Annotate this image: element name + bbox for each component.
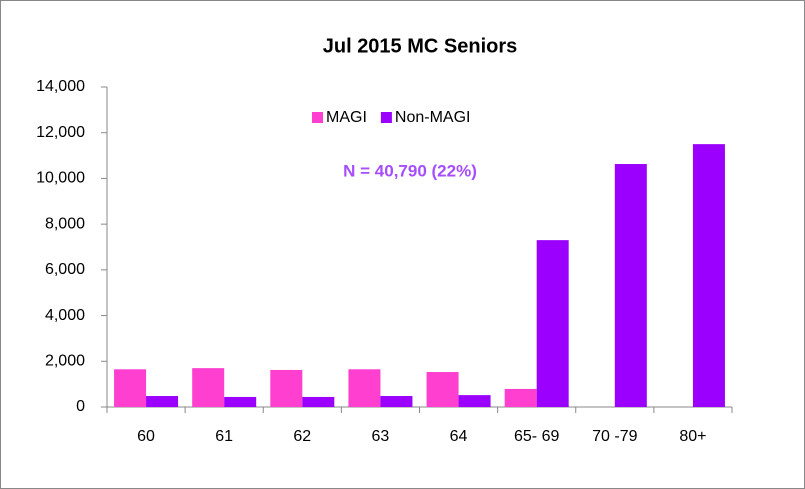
legend-label: MAGI	[326, 109, 367, 126]
bar	[146, 396, 179, 407]
bar	[504, 388, 537, 407]
legend-swatch	[312, 112, 323, 123]
x-tick-label: 62	[293, 428, 311, 445]
y-tick-label: 12,000	[36, 124, 85, 141]
bar	[380, 396, 413, 407]
bar	[536, 240, 569, 407]
bar	[458, 395, 491, 407]
legend-swatch	[380, 112, 392, 123]
bar	[270, 369, 303, 407]
bar	[224, 396, 257, 407]
y-tick-label: 10,000	[36, 170, 85, 187]
y-tick-label: 4,000	[45, 307, 85, 324]
y-tick-label: 14,000	[36, 78, 85, 95]
y-tick-label: 8,000	[45, 215, 85, 232]
legend-label: Non-MAGI	[395, 109, 471, 126]
x-tick-label: 80+	[679, 428, 706, 445]
bar	[426, 372, 459, 407]
bar	[114, 369, 147, 407]
bar	[302, 396, 335, 407]
x-tick-label: 60	[137, 428, 155, 445]
bar	[692, 144, 725, 407]
y-tick-label: 6,000	[45, 261, 85, 278]
y-tick-label: 2,000	[45, 353, 85, 370]
annotation: N = 40,790 (22%)	[343, 161, 477, 180]
chart-title: Jul 2015 MC Seniors	[323, 35, 518, 57]
bar	[614, 164, 647, 407]
x-tick-label: 70 -79	[592, 428, 637, 445]
y-tick-label: 0	[76, 398, 85, 415]
x-tick-label: 61	[215, 428, 233, 445]
bar	[192, 368, 225, 407]
bar	[348, 369, 381, 407]
x-tick-label: 65- 69	[514, 428, 559, 445]
x-tick-label: 63	[372, 428, 390, 445]
x-tick-label: 64	[450, 428, 468, 445]
